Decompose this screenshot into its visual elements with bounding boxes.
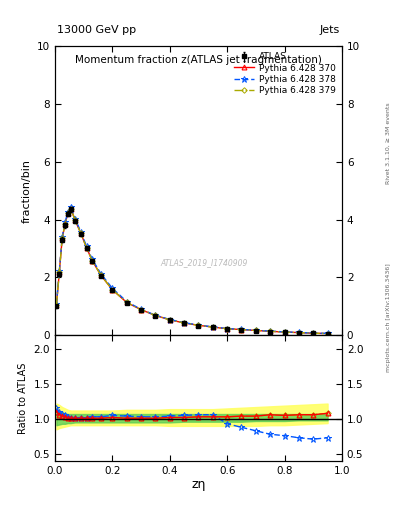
Text: Momentum fraction z(ATLAS jet fragmentation): Momentum fraction z(ATLAS jet fragmentat…	[75, 55, 322, 65]
Pythia 6.428 379	[139, 307, 143, 313]
Pythia 6.428 378	[125, 298, 129, 305]
Pythia 6.428 370	[153, 312, 158, 318]
Pythia 6.428 370	[60, 235, 64, 241]
Pythia 6.428 370	[196, 322, 201, 328]
Pythia 6.428 379	[90, 258, 95, 264]
Pythia 6.428 378	[282, 329, 287, 335]
Pythia 6.428 379	[167, 317, 172, 323]
Text: mcplots.cern.ch [arXiv:1306.3436]: mcplots.cern.ch [arXiv:1306.3436]	[386, 263, 391, 372]
Pythia 6.428 370	[63, 221, 68, 227]
Pythia 6.428 378	[139, 306, 143, 312]
Pythia 6.428 370	[84, 245, 89, 251]
Pythia 6.428 370	[282, 329, 287, 335]
Pythia 6.428 379	[282, 329, 287, 335]
Pythia 6.428 379	[125, 300, 129, 306]
Line: Pythia 6.428 378: Pythia 6.428 378	[53, 204, 331, 336]
Pythia 6.428 370	[325, 330, 330, 336]
Pythia 6.428 379	[57, 269, 62, 275]
Text: ATLAS_2019_I1740909: ATLAS_2019_I1740909	[160, 259, 248, 267]
Pythia 6.428 370	[66, 210, 70, 216]
Pythia 6.428 370	[239, 327, 244, 333]
Pythia 6.428 378	[73, 216, 77, 222]
Pythia 6.428 379	[253, 327, 258, 333]
Pythia 6.428 370	[139, 307, 143, 313]
Pythia 6.428 378	[54, 301, 59, 307]
Pythia 6.428 370	[253, 327, 258, 333]
Pythia 6.428 370	[54, 302, 59, 308]
Pythia 6.428 378	[268, 328, 273, 334]
Pythia 6.428 378	[182, 319, 187, 326]
Pythia 6.428 379	[153, 312, 158, 318]
Pythia 6.428 378	[311, 330, 316, 336]
Pythia 6.428 370	[311, 330, 316, 336]
Pythia 6.428 370	[57, 269, 62, 275]
Pythia 6.428 378	[66, 208, 70, 215]
Text: 13000 GeV pp: 13000 GeV pp	[57, 25, 136, 35]
Pythia 6.428 370	[182, 320, 187, 326]
Pythia 6.428 370	[73, 217, 77, 223]
Pythia 6.428 379	[79, 230, 83, 237]
Y-axis label: fraction/bin: fraction/bin	[22, 159, 31, 223]
Pythia 6.428 379	[60, 235, 64, 241]
Pythia 6.428 370	[99, 272, 103, 279]
Pythia 6.428 379	[297, 330, 301, 336]
Pythia 6.428 370	[90, 258, 95, 264]
Pythia 6.428 370	[297, 330, 301, 336]
Pythia 6.428 378	[68, 204, 73, 210]
Pythia 6.428 378	[253, 327, 258, 333]
Pythia 6.428 378	[57, 268, 62, 274]
Pythia 6.428 378	[60, 234, 64, 240]
Pythia 6.428 378	[239, 326, 244, 332]
Line: Pythia 6.428 370: Pythia 6.428 370	[54, 206, 330, 336]
Y-axis label: Ratio to ATLAS: Ratio to ATLAS	[18, 362, 28, 434]
Pythia 6.428 379	[196, 322, 201, 328]
Pythia 6.428 370	[225, 326, 230, 332]
Pythia 6.428 379	[225, 326, 230, 332]
Pythia 6.428 370	[79, 230, 83, 237]
Pythia 6.428 370	[211, 324, 215, 330]
Pythia 6.428 379	[211, 324, 215, 330]
Pythia 6.428 370	[268, 328, 273, 334]
Pythia 6.428 379	[325, 330, 330, 336]
Pythia 6.428 370	[110, 287, 115, 293]
Pythia 6.428 378	[110, 285, 115, 291]
Pythia 6.428 379	[73, 217, 77, 223]
Pythia 6.428 379	[268, 328, 273, 334]
Pythia 6.428 370	[68, 205, 73, 211]
Pythia 6.428 379	[110, 287, 115, 293]
Pythia 6.428 379	[84, 245, 89, 251]
Pythia 6.428 378	[90, 257, 95, 263]
Pythia 6.428 378	[63, 219, 68, 225]
Pythia 6.428 378	[99, 271, 103, 277]
Pythia 6.428 379	[311, 330, 316, 336]
Text: Rivet 3.1.10, ≥ 3M events: Rivet 3.1.10, ≥ 3M events	[386, 102, 391, 184]
Pythia 6.428 379	[182, 320, 187, 326]
X-axis label: zη: zη	[191, 478, 206, 492]
Pythia 6.428 378	[153, 312, 158, 318]
Pythia 6.428 378	[297, 329, 301, 335]
Pythia 6.428 378	[79, 229, 83, 235]
Line: Pythia 6.428 379: Pythia 6.428 379	[55, 206, 329, 335]
Pythia 6.428 379	[239, 327, 244, 333]
Pythia 6.428 379	[54, 302, 59, 308]
Pythia 6.428 379	[99, 272, 103, 279]
Pythia 6.428 379	[66, 210, 70, 216]
Legend: ATLAS, Pythia 6.428 370, Pythia 6.428 378, Pythia 6.428 379: ATLAS, Pythia 6.428 370, Pythia 6.428 37…	[233, 51, 338, 97]
Pythia 6.428 378	[167, 316, 172, 323]
Pythia 6.428 378	[211, 324, 215, 330]
Pythia 6.428 378	[84, 243, 89, 249]
Pythia 6.428 370	[167, 317, 172, 323]
Pythia 6.428 379	[63, 221, 68, 227]
Pythia 6.428 379	[68, 205, 73, 211]
Text: Jets: Jets	[320, 25, 340, 35]
Pythia 6.428 370	[125, 300, 129, 306]
Pythia 6.428 378	[325, 330, 330, 336]
Pythia 6.428 378	[196, 322, 201, 328]
Pythia 6.428 378	[225, 326, 230, 332]
